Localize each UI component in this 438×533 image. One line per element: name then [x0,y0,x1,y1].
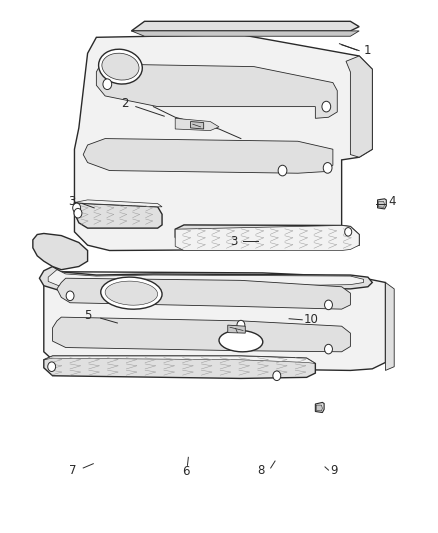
Text: 7: 7 [68,464,76,477]
Circle shape [325,300,332,310]
Polygon shape [316,405,322,411]
Circle shape [237,320,245,330]
Text: 3: 3 [231,235,238,248]
Polygon shape [378,199,386,209]
Polygon shape [39,266,372,293]
Polygon shape [48,270,364,289]
Polygon shape [33,233,88,270]
Circle shape [66,291,74,301]
Circle shape [325,344,332,354]
Circle shape [48,362,56,372]
Polygon shape [44,272,385,370]
Text: 4: 4 [388,195,396,208]
Text: 9: 9 [330,464,338,477]
Polygon shape [44,356,315,378]
Text: 8: 8 [257,464,264,477]
Polygon shape [57,278,350,309]
Polygon shape [175,225,359,251]
Polygon shape [175,225,359,248]
Polygon shape [131,31,359,36]
Circle shape [323,163,332,173]
Polygon shape [53,317,350,352]
Ellipse shape [99,49,142,84]
Circle shape [73,203,81,213]
Circle shape [322,101,331,112]
Polygon shape [191,122,204,129]
Text: 6: 6 [182,465,190,478]
Circle shape [278,165,287,176]
Polygon shape [346,56,372,157]
Circle shape [273,371,281,381]
Polygon shape [74,35,372,251]
Polygon shape [96,64,337,118]
Polygon shape [385,282,394,370]
Circle shape [103,79,112,90]
Text: 10: 10 [304,313,318,326]
Ellipse shape [105,281,158,305]
Polygon shape [44,356,315,364]
Ellipse shape [101,277,162,309]
Polygon shape [228,325,245,333]
Polygon shape [74,203,162,228]
Polygon shape [74,200,162,207]
Polygon shape [131,21,359,31]
Polygon shape [378,201,385,207]
Text: 5: 5 [84,309,91,322]
Polygon shape [83,139,333,173]
Polygon shape [175,118,219,131]
Circle shape [345,228,352,236]
Text: 2: 2 [121,97,129,110]
Text: 3: 3 [69,195,76,208]
Polygon shape [315,402,324,413]
Ellipse shape [219,330,263,352]
Ellipse shape [102,53,139,80]
Circle shape [74,208,82,218]
Text: 1: 1 [364,44,372,57]
